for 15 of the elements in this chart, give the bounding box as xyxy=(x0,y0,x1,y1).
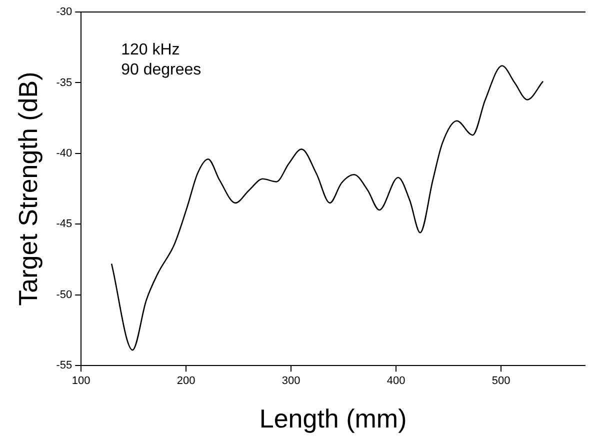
y-tick-label: -50 xyxy=(56,288,72,301)
y-axis-title: Target Strength (dB) xyxy=(12,72,43,306)
y-tick-label: -35 xyxy=(56,76,72,89)
y-tick-label: -55 xyxy=(56,360,72,372)
x-tick-label: 500 xyxy=(492,375,510,388)
y-tick-label: -45 xyxy=(56,218,72,230)
y-tick-label: -40 xyxy=(56,147,72,160)
x-tick-label: 200 xyxy=(176,375,196,388)
x-tick-label: 300 xyxy=(282,375,300,388)
annotation: 90 degrees xyxy=(121,61,202,78)
annotation: 120 kHz xyxy=(121,41,180,58)
y-tick-label: -30 xyxy=(56,6,72,18)
x-tick-label: 100 xyxy=(72,375,90,388)
x-axis-title: Length (mm) xyxy=(259,404,407,434)
x-tick-label: 400 xyxy=(386,375,406,388)
